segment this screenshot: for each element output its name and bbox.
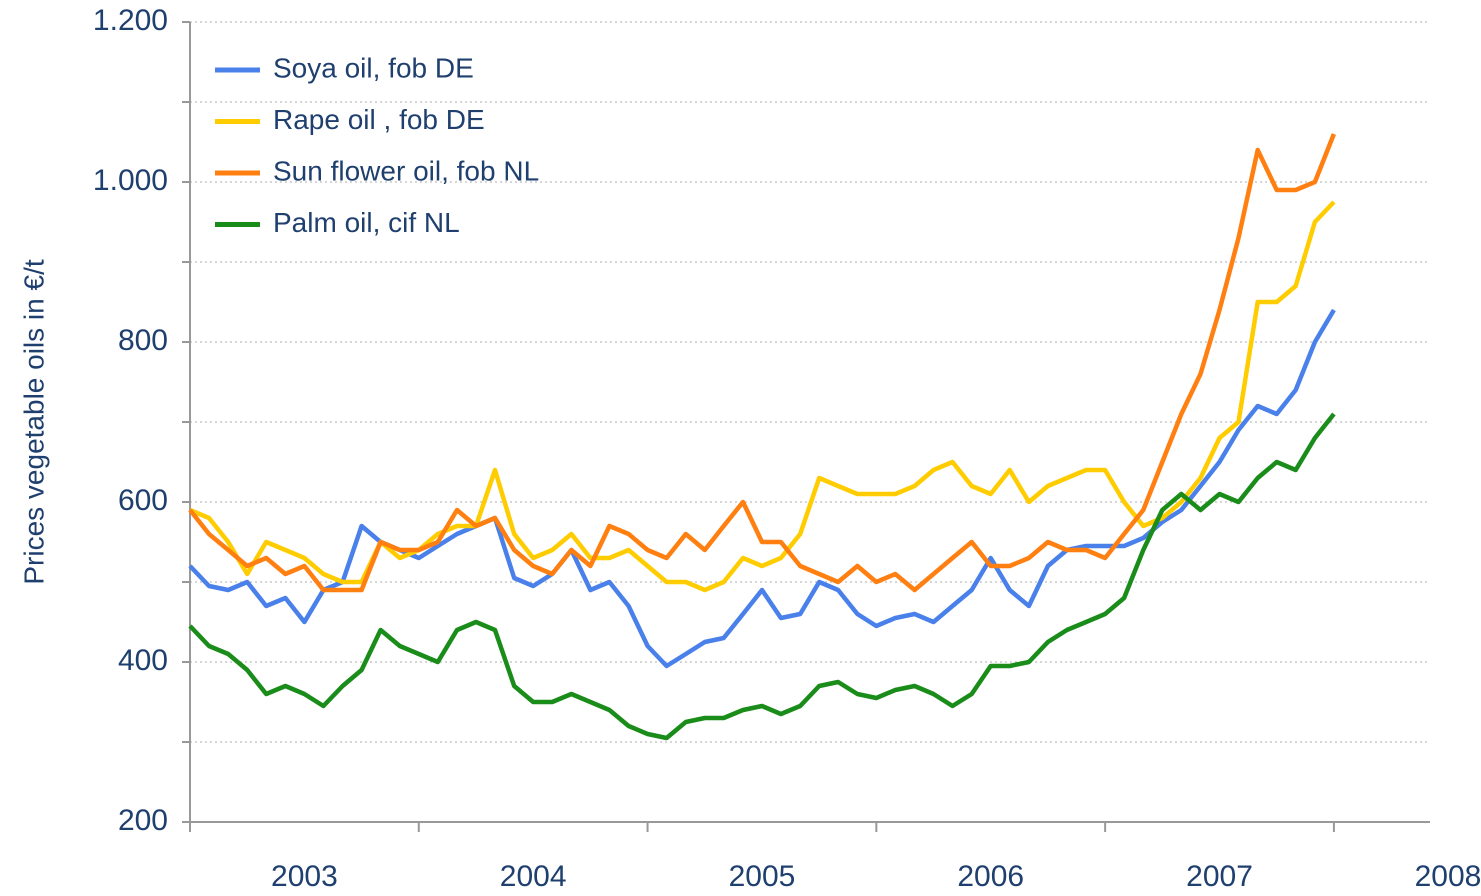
- y-tick-label: 800: [118, 324, 168, 357]
- y-tick-label: 200: [118, 804, 168, 837]
- x-tick-label: 2007: [1186, 860, 1253, 893]
- y-tick-label: 1.000: [93, 164, 168, 197]
- legend-label: Palm oil, cif NL: [273, 207, 460, 238]
- y-tick-label: 1.200: [93, 4, 168, 37]
- x-tick-label: 2005: [729, 860, 796, 893]
- x-tick-label: 2004: [500, 860, 567, 893]
- legend-label: Rape oil , fob DE: [273, 104, 485, 135]
- legend-label: Soya oil, fob DE: [273, 52, 474, 83]
- legend-label: Sun flower oil, fob NL: [273, 155, 539, 186]
- data-line: [188, 308, 1336, 669]
- data-line: [188, 412, 1336, 741]
- x-tick-label: 2003: [271, 860, 338, 893]
- y-axis-label: Prices vegetable oils in €/t: [18, 259, 49, 585]
- y-tick-label: 400: [118, 644, 168, 677]
- data-line: [188, 133, 1336, 593]
- x-tick-label: 2006: [957, 860, 1024, 893]
- x-tick-label: 2008: [1415, 860, 1481, 893]
- y-tick-label: 600: [118, 484, 168, 517]
